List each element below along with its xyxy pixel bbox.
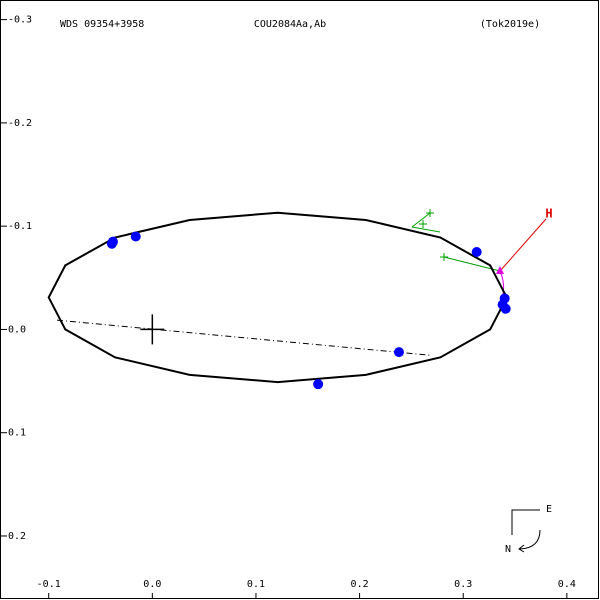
- compass-arrow: [518, 529, 541, 553]
- x-tick-label: 0.0: [143, 579, 161, 590]
- y-tick-label: -0.3: [8, 15, 32, 26]
- residual-line: [411, 226, 441, 233]
- observation: [393, 347, 404, 358]
- y-tick-label: 0.1: [8, 428, 26, 439]
- primary-star: [140, 314, 165, 345]
- chart-subtitle: COU2084Aa,Ab: [254, 19, 326, 30]
- orbit: [47, 211, 508, 384]
- compass-e: E: [546, 504, 552, 515]
- y-tick-label: -0.2: [8, 118, 32, 129]
- y-tick-label: 0.0: [8, 324, 26, 335]
- compass-n: N: [505, 544, 511, 555]
- line-of-nodes: [56, 319, 431, 356]
- residual-line: [443, 256, 501, 272]
- x-tick-label: 0.2: [351, 579, 369, 590]
- observation: [313, 379, 324, 390]
- observation: [471, 246, 482, 257]
- observation: [500, 303, 511, 314]
- position-marker: [496, 266, 504, 274]
- y-tick-label: -0.1: [8, 221, 32, 232]
- compass: [511, 509, 541, 553]
- chart-title: WDS 09354+3958: [60, 19, 144, 30]
- reference: (Tok2019e): [480, 19, 540, 30]
- x-tick-label: 0.3: [454, 579, 472, 590]
- compass-lines: [511, 509, 540, 535]
- x-tick-label: 0.1: [247, 579, 265, 590]
- x-tick-label: -0.1: [37, 579, 61, 590]
- observation: [130, 231, 141, 242]
- residual-line: [411, 212, 431, 228]
- highlight-line: [499, 218, 547, 272]
- y-tick-label: 0.2: [8, 531, 26, 542]
- residuals: [411, 209, 501, 272]
- observation: [106, 238, 117, 249]
- highlight-label: H: [545, 207, 552, 221]
- x-tick-label: 0.4: [558, 579, 576, 590]
